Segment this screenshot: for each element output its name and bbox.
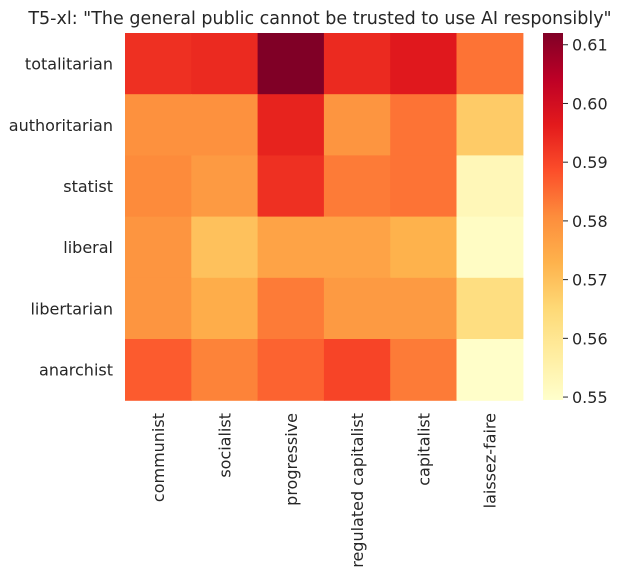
heatmap-cell [456,155,524,218]
y-tick-label: liberal [63,238,113,257]
x-tick-label: socialist [215,413,234,478]
heatmap-cell [191,216,259,279]
heatmap-cell [257,33,325,95]
heatmap-cell [125,216,192,279]
heatmap-cell [456,33,524,95]
heatmap-cell [191,94,259,156]
x-tick-label: laissez-faire [481,413,500,508]
y-tick-label: totalitarian [25,55,113,74]
heatmap-cell [191,277,259,340]
heatmap-cell [390,94,458,156]
colorbar-tick-label: 0.60 [572,94,608,113]
heatmap-cell [191,33,259,95]
colorbar-tick-label: 0.57 [572,271,608,290]
colorbar [543,33,563,400]
heatmap-cell [191,339,259,401]
heatmap-cell [323,277,391,340]
heatmap-cell [125,33,192,95]
x-axis-tick-labels: communist socialist progressive regulated c… [149,413,500,568]
y-tick-label: statist [63,177,113,196]
heatmap-cell [257,339,325,401]
colorbar-tick-label: 0.55 [572,388,608,407]
heatmap-cell [257,277,325,340]
y-axis-tick-labels: totalitarian authoritarian statist liberal l… [9,55,113,380]
heatmap-cell [125,94,192,156]
heatmap-cell [257,216,325,279]
heatmap-cell [323,33,391,95]
heatmap-cell [456,339,524,401]
heatmap-cells [125,33,524,401]
x-tick-label: communist [149,413,168,502]
heatmap-cell [257,94,325,156]
y-tick-label: authoritarian [9,116,113,135]
heatmap-cell [390,216,458,279]
heatmap-cell [456,94,524,156]
heatmap-cell [125,277,192,340]
heatmap-cell [456,216,524,279]
heatmap-cell [323,216,391,279]
heatmap-cell [323,155,391,218]
colorbar-tick-label: 0.59 [572,153,608,172]
heatmap-cell [323,339,391,401]
heatmap-cell [390,155,458,218]
heatmap-cell [125,155,192,218]
colorbar-ticks: 0.55 0.56 0.57 0.58 0.59 0.60 0.61 [563,36,608,407]
x-tick-label: capitalist [414,413,433,486]
heatmap-cell [390,277,458,340]
heatmap-cell [390,33,458,95]
y-tick-label: anarchist [39,361,113,380]
colorbar-tick-label: 0.61 [572,36,608,55]
heatmap-cell [257,155,325,218]
x-tick-label: regulated capitalist [348,413,367,568]
heatmap-cell [125,339,192,401]
y-tick-label: libertarian [30,299,113,318]
colorbar-tick-label: 0.56 [572,329,608,348]
heatmap-cell [456,277,524,340]
x-tick-label: progressive [282,413,301,506]
heatmap-cell [323,94,391,156]
heatmap-cell [191,155,259,218]
chart-title: T5-xl: "The general public cannot be tru… [27,9,611,29]
heatmap-cell [390,339,458,401]
colorbar-tick-label: 0.58 [572,212,608,231]
